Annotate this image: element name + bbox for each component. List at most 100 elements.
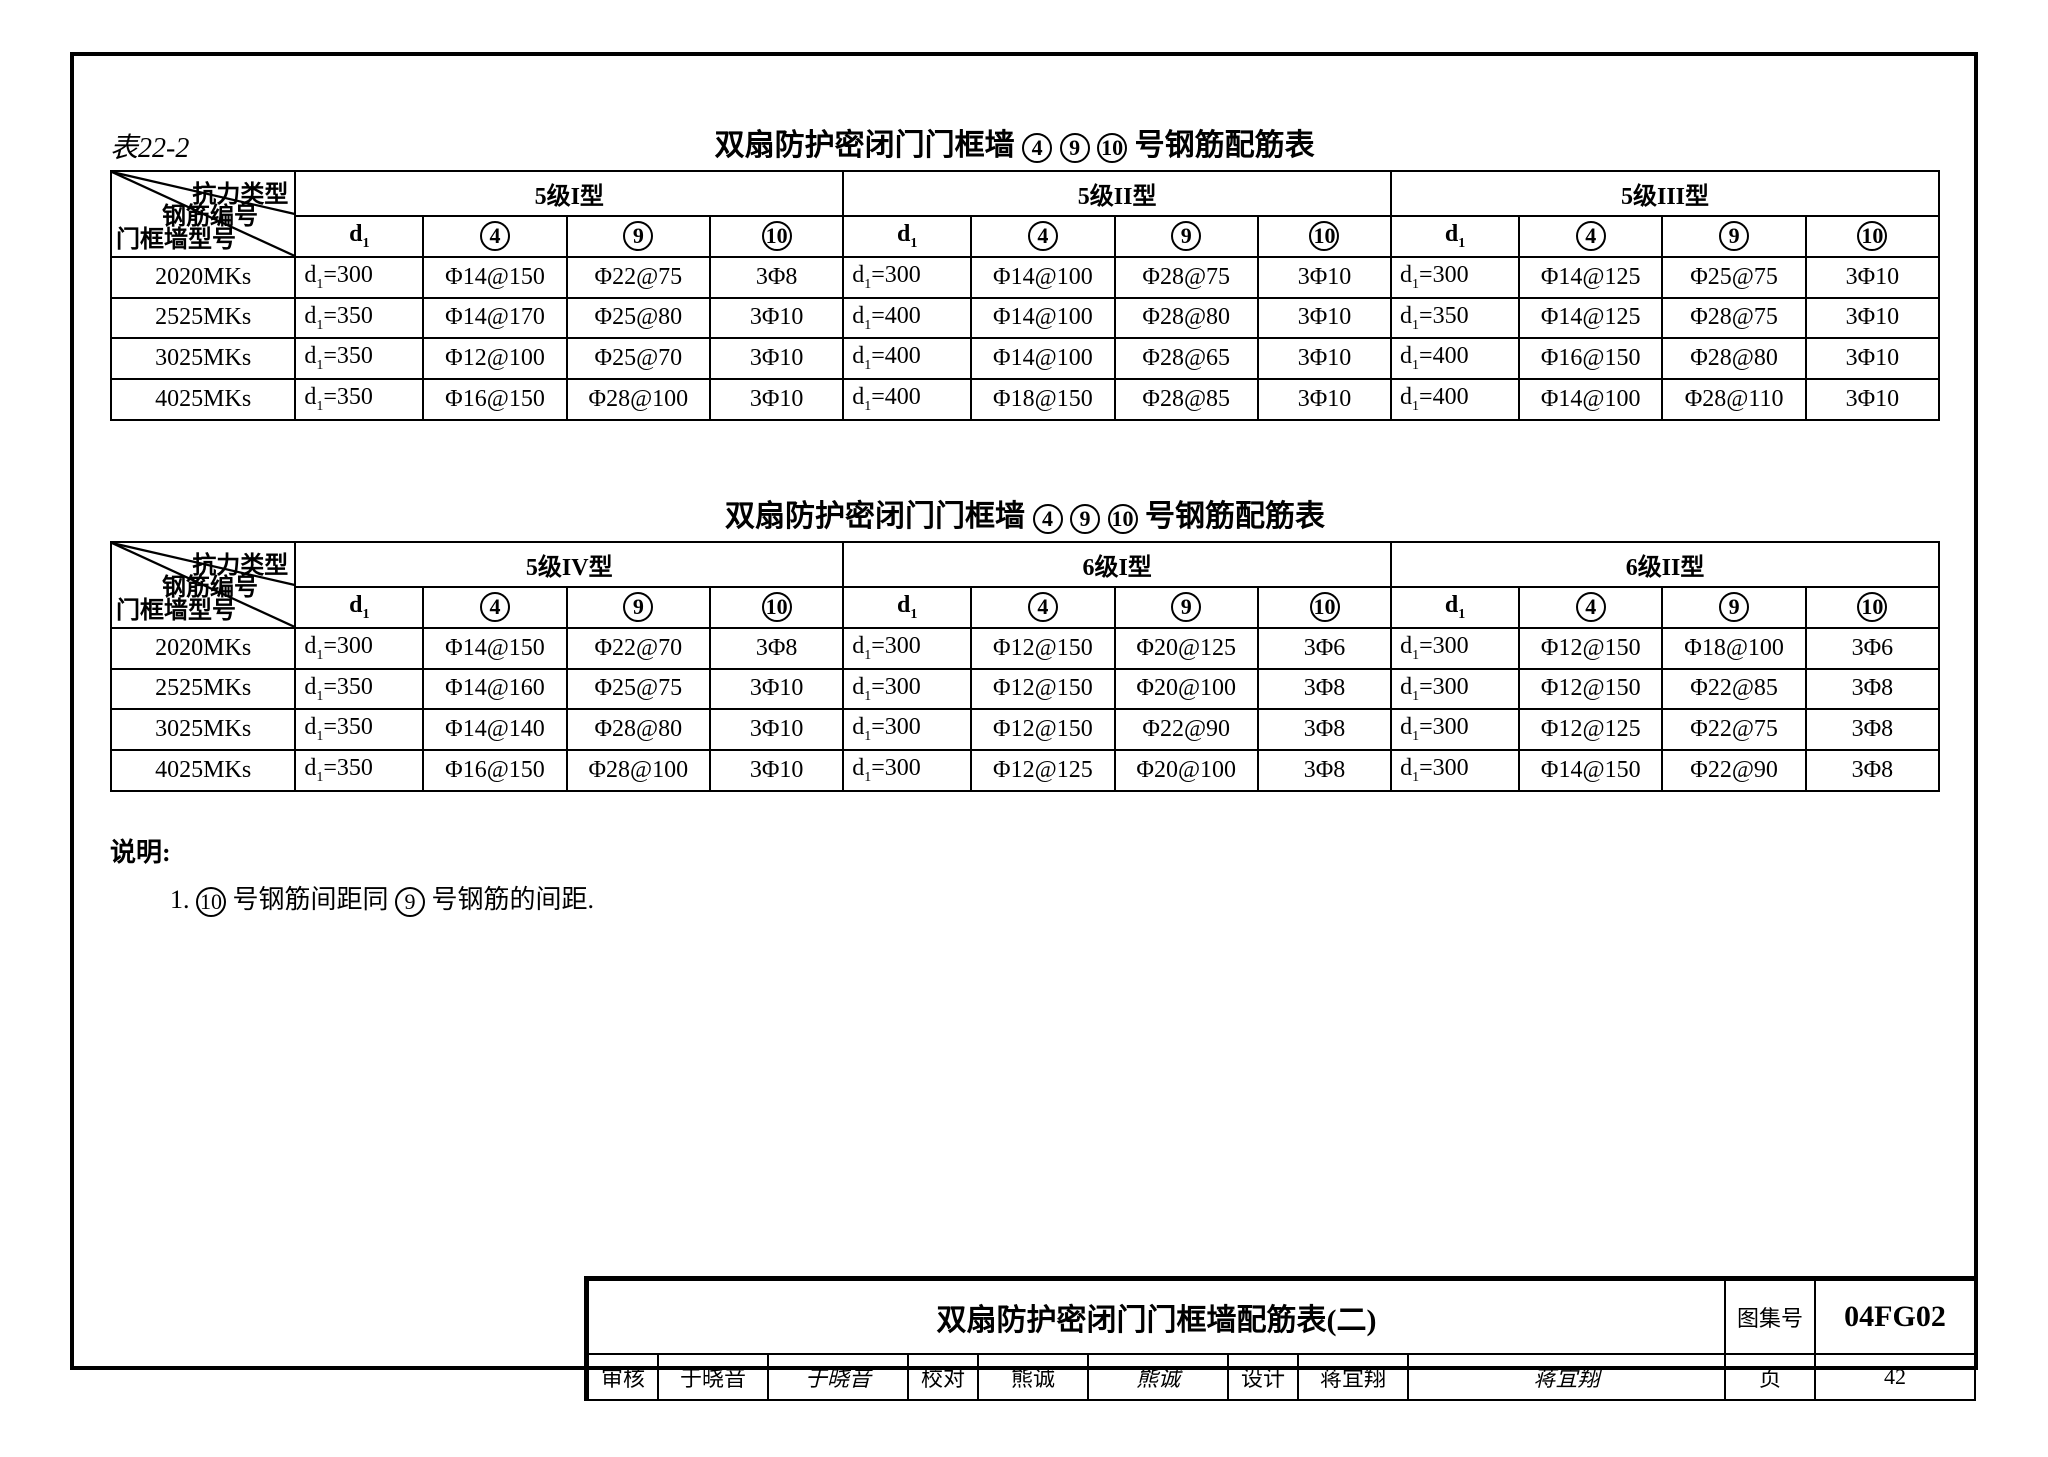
table-row: 2020MKsd1=300Φ14@150Φ22@703Φ8d1=300Φ12@1… bbox=[111, 628, 1939, 669]
data-cell: Φ12@150 bbox=[1519, 628, 1662, 669]
data-cell: Φ20@125 bbox=[1115, 628, 1258, 669]
data-cell: Φ12@150 bbox=[971, 709, 1114, 750]
data-cell: Φ20@100 bbox=[1115, 669, 1258, 710]
jiaodui-signature: 熊诚 bbox=[1088, 1354, 1228, 1400]
data-cell: Φ16@150 bbox=[1519, 338, 1662, 379]
data-cell: Φ12@100 bbox=[423, 338, 566, 379]
col-circled-4: 4 bbox=[423, 216, 566, 257]
data-cell: Φ12@125 bbox=[1519, 709, 1662, 750]
circled-10-icon: 10 bbox=[1108, 504, 1138, 534]
data-cell: Φ28@80 bbox=[567, 709, 710, 750]
titleblock: 双扇防护密闭门门框墙配筋表(二) 图集号 04FG02 审核 于晓音 于晓音 校… bbox=[584, 1276, 1976, 1401]
data-cell: d1=300 bbox=[1391, 628, 1519, 669]
data-cell: Φ25@70 bbox=[567, 338, 710, 379]
data-cell: d1=300 bbox=[843, 750, 971, 791]
data-cell: Φ25@75 bbox=[1662, 257, 1805, 298]
title-prefix: 双扇防护密闭门门框墙 bbox=[725, 500, 1025, 533]
title-suffix: 号钢筋配筋表 bbox=[1135, 129, 1315, 162]
data-cell: 3Φ8 bbox=[1258, 709, 1391, 750]
table-row: 4025MKsd1=350Φ16@150Φ28@1003Φ10d1=400Φ18… bbox=[111, 379, 1939, 420]
data-cell: 3Φ10 bbox=[710, 298, 843, 339]
data-cell: 3Φ8 bbox=[1806, 750, 1939, 791]
data-cell: Φ28@65 bbox=[1115, 338, 1258, 379]
col-d1: d1 bbox=[843, 216, 971, 257]
col-circled-9: 9 bbox=[1662, 216, 1805, 257]
data-cell: Φ12@150 bbox=[971, 628, 1114, 669]
data-cell: Φ28@75 bbox=[1662, 298, 1805, 339]
data-cell: Φ12@150 bbox=[1519, 669, 1662, 710]
table-row: 3025MKsd1=350Φ14@140Φ28@803Φ10d1=300Φ12@… bbox=[111, 709, 1939, 750]
data-cell: 3Φ10 bbox=[710, 709, 843, 750]
note-text: 号钢筋间距同 bbox=[233, 885, 396, 914]
group-header: 5级III型 bbox=[1391, 171, 1939, 216]
col-circled-4: 4 bbox=[971, 216, 1114, 257]
row-label: 3025MKs bbox=[111, 709, 295, 750]
shenhe-name: 于晓音 bbox=[658, 1354, 768, 1400]
data-cell: 3Φ10 bbox=[1806, 379, 1939, 420]
data-cell: Φ28@110 bbox=[1662, 379, 1805, 420]
data-cell: 3Φ10 bbox=[1258, 257, 1391, 298]
group-header: 5级II型 bbox=[843, 171, 1391, 216]
page-label: 页 bbox=[1725, 1354, 1815, 1400]
col-circled-10: 10 bbox=[710, 216, 843, 257]
sheji-label: 设计 bbox=[1228, 1354, 1298, 1400]
data-cell: Φ22@75 bbox=[1662, 709, 1805, 750]
diag-header: 抗力类型 钢筋编号 门框墙型号 bbox=[111, 542, 295, 628]
data-cell: Φ28@85 bbox=[1115, 379, 1258, 420]
data-cell: d1=350 bbox=[295, 338, 423, 379]
row-label: 2020MKs bbox=[111, 257, 295, 298]
row-label: 4025MKs bbox=[111, 750, 295, 791]
data-cell: 3Φ6 bbox=[1258, 628, 1391, 669]
data-cell: 3Φ8 bbox=[710, 257, 843, 298]
data-cell: Φ25@75 bbox=[567, 669, 710, 710]
col-circled-9: 9 bbox=[1115, 587, 1258, 628]
group-header: 5级IV型 bbox=[295, 542, 843, 587]
col-circled-10: 10 bbox=[1258, 216, 1391, 257]
data-cell: d1=300 bbox=[843, 709, 971, 750]
col-circled-9: 9 bbox=[1662, 587, 1805, 628]
col-circled-10: 10 bbox=[1806, 587, 1939, 628]
data-cell: d1=350 bbox=[295, 709, 423, 750]
data-cell: Φ16@150 bbox=[423, 750, 566, 791]
row-label: 4025MKs bbox=[111, 379, 295, 420]
data-cell: Φ14@100 bbox=[971, 298, 1114, 339]
data-cell: Φ12@150 bbox=[971, 669, 1114, 710]
notes-section: 说明: 1. 10 号钢筋间距同 9 号钢筋的间距. bbox=[110, 832, 1940, 917]
col-circled-9: 9 bbox=[567, 587, 710, 628]
data-cell: Φ28@100 bbox=[567, 379, 710, 420]
group-header: 6级II型 bbox=[1391, 542, 1939, 587]
table2: 抗力类型 钢筋编号 门框墙型号 5级IV型 6级I型 6级II型 d14910d… bbox=[110, 541, 1940, 792]
group-header: 5级I型 bbox=[295, 171, 843, 216]
col-circled-10: 10 bbox=[1806, 216, 1939, 257]
sheji-signature: 蒋宜翔 bbox=[1408, 1354, 1725, 1400]
content-area: 表22-2 双扇防护密闭门门框墙 4 9 10 号钢筋配筋表 抗力类型 钢筋编号… bbox=[110, 120, 1940, 917]
row-label: 2020MKs bbox=[111, 628, 295, 669]
title-prefix: 双扇防护密闭门门框墙 bbox=[715, 129, 1015, 162]
circled-9-icon: 9 bbox=[395, 887, 425, 917]
data-cell: d1=350 bbox=[295, 379, 423, 420]
data-cell: d1=400 bbox=[843, 338, 971, 379]
data-cell: d1=400 bbox=[843, 379, 971, 420]
data-cell: Φ14@125 bbox=[1519, 257, 1662, 298]
jiaodui-name: 熊诚 bbox=[978, 1354, 1088, 1400]
data-cell: 3Φ10 bbox=[710, 669, 843, 710]
tujihao-value: 04FG02 bbox=[1815, 1280, 1975, 1354]
data-cell: Φ28@100 bbox=[567, 750, 710, 791]
circled-9-icon: 9 bbox=[1070, 504, 1100, 534]
data-cell: 3Φ10 bbox=[1806, 338, 1939, 379]
row-label: 3025MKs bbox=[111, 338, 295, 379]
table-row: 2525MKsd1=350Φ14@170Φ25@803Φ10d1=400Φ14@… bbox=[111, 298, 1939, 339]
data-cell: 3Φ10 bbox=[1258, 298, 1391, 339]
data-cell: Φ14@150 bbox=[1519, 750, 1662, 791]
data-cell: Φ12@125 bbox=[971, 750, 1114, 791]
col-d1: d1 bbox=[295, 216, 423, 257]
table-row: 2020MKsd1=300Φ14@150Φ22@753Φ8d1=300Φ14@1… bbox=[111, 257, 1939, 298]
data-cell: d1=400 bbox=[1391, 338, 1519, 379]
col-circled-9: 9 bbox=[1115, 216, 1258, 257]
col-d1: d1 bbox=[1391, 216, 1519, 257]
data-cell: Φ20@100 bbox=[1115, 750, 1258, 791]
data-cell: d1=350 bbox=[1391, 298, 1519, 339]
data-cell: 3Φ10 bbox=[1258, 379, 1391, 420]
data-cell: 3Φ10 bbox=[1806, 298, 1939, 339]
table-row: 4025MKsd1=350Φ16@150Φ28@1003Φ10d1=300Φ12… bbox=[111, 750, 1939, 791]
